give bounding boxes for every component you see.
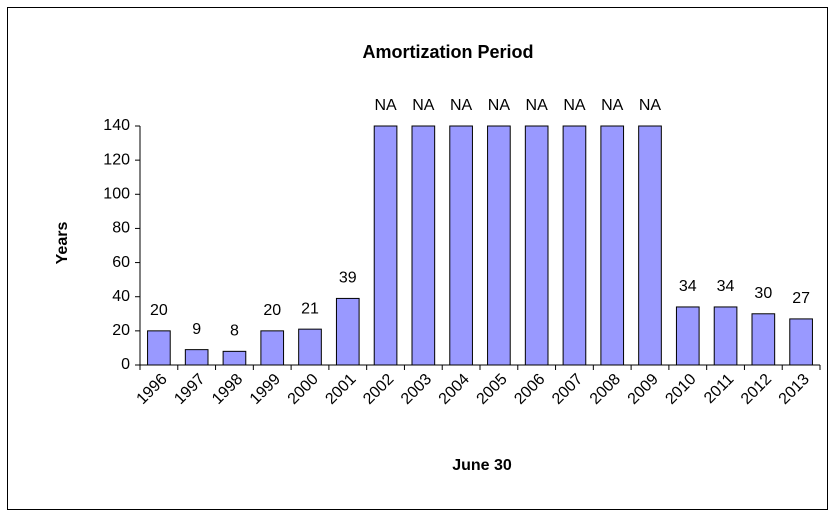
bar — [487, 125, 511, 366]
bar — [449, 125, 473, 366]
bar — [713, 306, 738, 366]
data-label: NA — [563, 97, 586, 114]
bar — [222, 350, 247, 366]
y-tick-label: 140 — [103, 117, 130, 134]
data-label: NA — [374, 97, 397, 114]
bar — [373, 125, 398, 366]
y-tick-label: 40 — [112, 288, 130, 305]
data-label: 20 — [150, 302, 168, 319]
data-label: 27 — [792, 290, 810, 307]
data-label: NA — [639, 97, 662, 114]
data-label: 34 — [717, 278, 735, 295]
y-tick-label: 0 — [121, 356, 130, 373]
y-tick-label: 100 — [103, 186, 130, 203]
bar — [184, 349, 209, 366]
bar — [147, 330, 171, 366]
bar — [524, 125, 549, 366]
bar — [675, 306, 700, 366]
bar — [562, 125, 587, 366]
bar — [638, 125, 662, 366]
y-tick-label: 120 — [103, 151, 130, 168]
data-label: 21 — [301, 300, 319, 317]
bar — [751, 313, 776, 366]
data-label: NA — [526, 97, 549, 114]
data-label: 34 — [679, 278, 697, 295]
bar — [260, 330, 285, 366]
data-label: 20 — [263, 302, 281, 319]
y-tick-label: 80 — [112, 220, 130, 237]
chart-title: Amortization Period — [362, 42, 533, 62]
data-label: 8 — [230, 323, 239, 340]
data-label: 30 — [754, 285, 772, 302]
x-axis-label: June 30 — [452, 457, 512, 474]
data-label: 9 — [192, 321, 201, 338]
data-label: NA — [488, 97, 511, 114]
bar — [335, 297, 360, 366]
data-label: NA — [412, 97, 435, 114]
bar — [600, 125, 625, 366]
data-label: 39 — [339, 270, 357, 287]
y-tick-label: 60 — [112, 254, 130, 271]
data-label: NA — [450, 97, 473, 114]
bar — [411, 125, 436, 366]
y-tick-label: 20 — [112, 322, 130, 339]
data-label: NA — [601, 97, 624, 114]
bar — [298, 328, 322, 366]
y-axis-label: Years — [54, 222, 71, 265]
bar — [789, 318, 813, 366]
